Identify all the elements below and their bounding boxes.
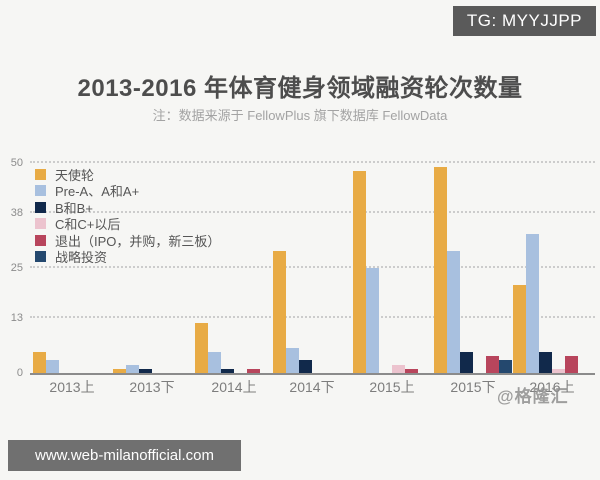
- bar-2015上-series4: [392, 364, 405, 373]
- bar-2014下-series2: [286, 347, 299, 373]
- x-label-2015下: 2015下: [450, 379, 496, 395]
- watermark: @格隆汇: [497, 387, 569, 406]
- legend-swatch-icon: [35, 251, 46, 263]
- y-tick-50: 50: [10, 157, 23, 169]
- bar-2014下-series1: [273, 251, 286, 373]
- legend-swatch-icon: [35, 201, 46, 213]
- legend: 天使轮 Pre-A、A和A+ B和B+ C和C+以后 退出（IPO，并购，新三板） 战略投…: [35, 166, 220, 265]
- gridline-38: [30, 211, 595, 214]
- tg-badge: TG: MYYJJPP: [452, 6, 596, 36]
- legend-item-6: 战略投资: [35, 249, 220, 266]
- bar-2014下-series3: [299, 360, 312, 373]
- gridline-13: [30, 316, 595, 319]
- legend-swatch-icon: [35, 234, 46, 246]
- bar-2015上-series1: [353, 171, 366, 373]
- legend-swatch-icon: [35, 185, 46, 197]
- bar-2015上-series5: [405, 368, 418, 373]
- bar-2016上-series4: [552, 368, 565, 373]
- bar-2014上-series5: [247, 368, 260, 373]
- gridline-25: [30, 266, 595, 268]
- legend-item-2: Pre-A、A和A+: [35, 183, 220, 200]
- bar-2013上-series2: [46, 360, 59, 373]
- x-label-2013上: 2013上: [49, 379, 95, 395]
- x-label-2015上: 2015上: [369, 379, 415, 395]
- bar-2015下-series2: [447, 251, 460, 373]
- legend-item-1: 天使轮: [35, 166, 220, 183]
- chart-subtitle: 注：数据来源于 FellowPlus 旗下数据库 FellowData: [152, 108, 448, 123]
- legend-label: 退出（IPO，并购，新三板）: [55, 233, 221, 249]
- y-tick-25: 25: [10, 262, 23, 274]
- bar-2016上-series5: [565, 356, 578, 373]
- bar-2013下-series2: [126, 364, 139, 373]
- x-label-2013下: 2013下: [129, 379, 175, 395]
- legend-label: B和B+: [55, 200, 93, 216]
- legend-item-3: B和B+: [35, 199, 220, 216]
- legend-label: C和C+以后: [55, 217, 121, 233]
- gridline-50: [30, 161, 595, 163]
- bar-2014上-series3: [221, 368, 234, 373]
- legend-swatch-icon: [35, 218, 46, 230]
- legend-item-5: 退出（IPO，并购，新三板）: [35, 232, 220, 249]
- bar-2014上-series1: [195, 322, 208, 373]
- legend-label: 战略投资: [55, 250, 108, 266]
- bar-2016上-series3: [539, 352, 552, 373]
- x-label-2016上: 2016上: [529, 379, 575, 395]
- bar-2013下-series1: [113, 368, 126, 373]
- footer-url-bar: www.web-milanofficial.com: [8, 440, 241, 471]
- legend-label: Pre-A、A和A+: [55, 184, 140, 200]
- bar-2015上-series2: [366, 268, 379, 373]
- y-axis-labels: 0 13 25 38 50: [0, 157, 26, 379]
- bar-2013下-series3: [139, 368, 152, 373]
- footer-url-text: www.web-milanofficial.com: [35, 447, 214, 464]
- x-label-2014下: 2014下: [289, 379, 335, 395]
- plot-area: 天使轮 Pre-A、A和A+ B和B+ C和C+以后 退出（IPO，并购，新三板） 战略投…: [30, 161, 595, 395]
- legend-label: 天使轮: [55, 167, 95, 183]
- bar-2016上-series1: [513, 284, 526, 373]
- bar-2013上-series1: [33, 352, 46, 373]
- bar-2015下-series6: [499, 360, 512, 373]
- y-tick-38: 38: [10, 207, 23, 220]
- legend-item-4: C和C+以后: [35, 216, 220, 233]
- chart-title: 2013-2016 年体育健身领域融资轮次数量: [77, 75, 523, 102]
- legend-swatch-icon: [35, 168, 46, 180]
- bar-2015下-series5: [486, 356, 499, 373]
- bar-2016上-series2: [526, 234, 539, 373]
- x-label-2014上: 2014上: [211, 379, 257, 395]
- y-tick-13: 13: [10, 312, 23, 325]
- bar-2015下-series3: [460, 352, 473, 373]
- y-tick-0: 0: [16, 367, 23, 379]
- bar-2015下-series1: [434, 167, 447, 373]
- bar-2014上-series2: [208, 352, 221, 373]
- x-axis-line: [30, 373, 595, 375]
